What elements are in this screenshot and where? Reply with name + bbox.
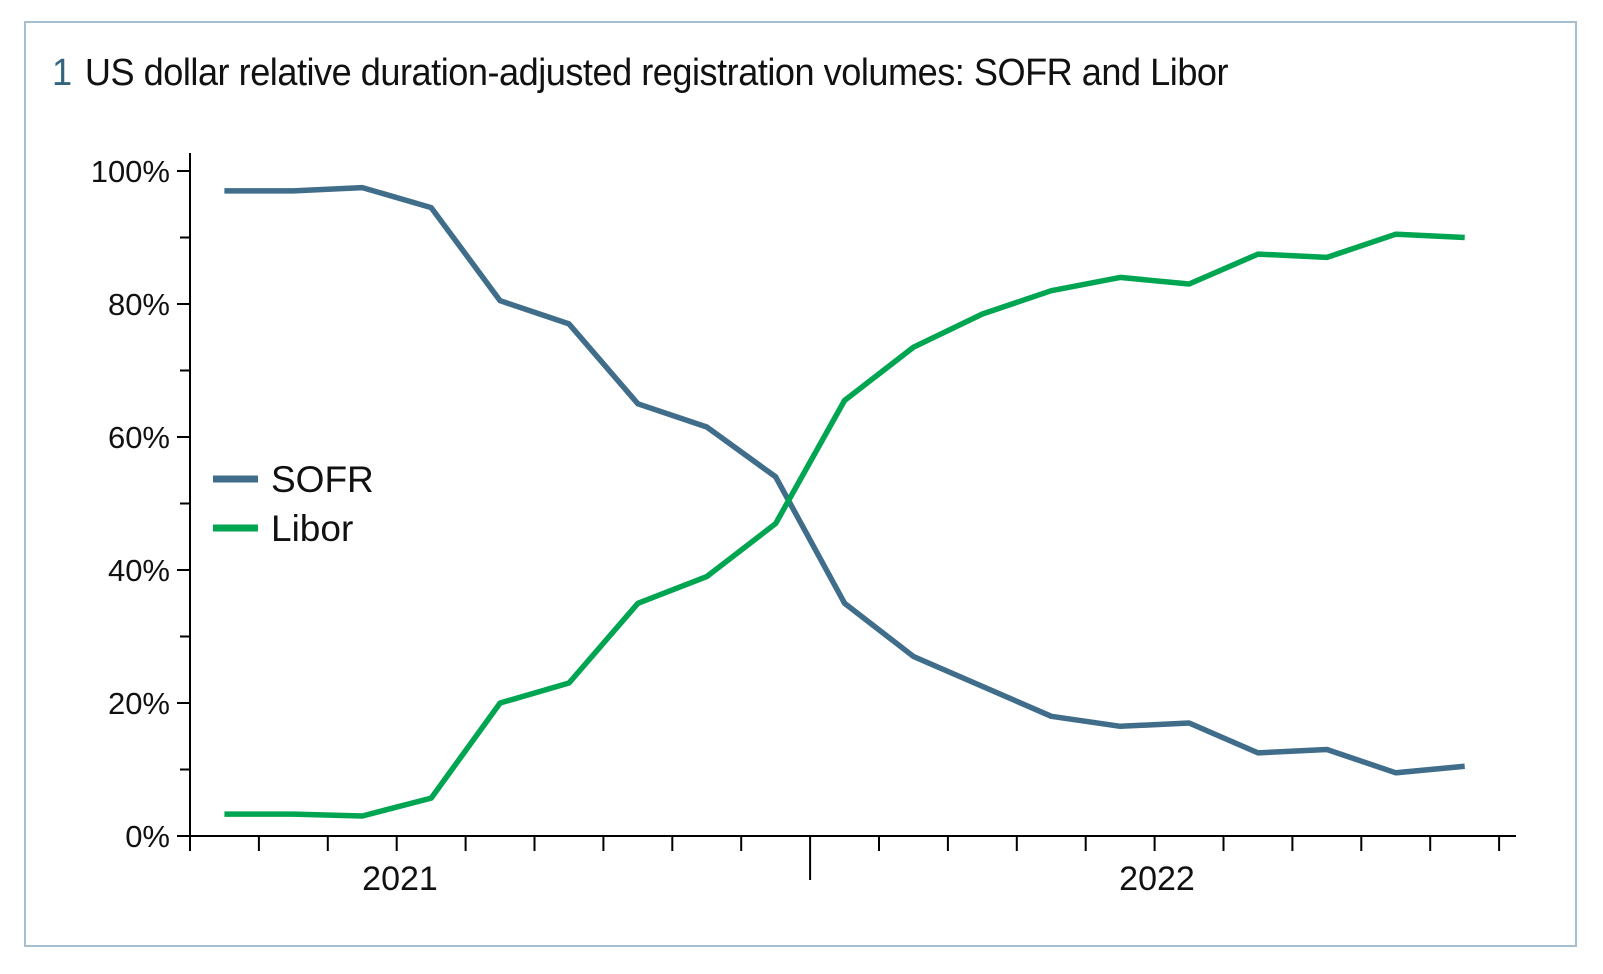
y-tick-label: 40% [108,553,170,588]
y-tick-label: 80% [108,287,170,322]
chart-title-text: US dollar relative duration-adjusted reg… [84,52,1229,94]
chart-legend: SOFR Libor [213,459,374,549]
chart-title: 1 US dollar relative duration-adjusted re… [52,52,1229,95]
y-tick-label: 60% [108,420,170,455]
legend-label-sofr: SOFR [271,459,374,500]
y-tick-label: 20% [108,686,170,721]
x-year-label: 2022 [1119,860,1195,898]
data-series [224,184,1465,819]
axes: 0% 20% 40% 60% 80% 100% 2021 2022 [91,153,1516,898]
y-tick-label: 100% [91,154,170,189]
libor-line [224,231,1465,819]
legend-label-libor: Libor [271,508,353,549]
sofr-line [224,184,1465,776]
y-tick-label: 0% [125,819,170,854]
x-year-label: 2021 [362,860,438,898]
figure-number: 1 [52,52,72,94]
